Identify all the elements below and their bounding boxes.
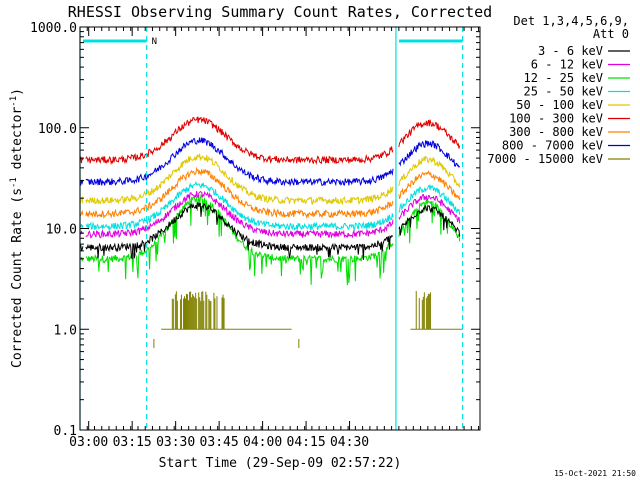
- y-tick-label: 1.0: [54, 323, 77, 338]
- series-line-0-seg2: [398, 204, 461, 237]
- series-line-3-seg2: [398, 184, 461, 215]
- saa-marker-label: N: [152, 37, 157, 47]
- x-tick-label: 03:00: [69, 435, 108, 450]
- legend-label-6: 300 - 800 keV: [509, 125, 603, 139]
- legend-label-1: 6 - 12 keV: [531, 58, 603, 72]
- series-line-4-seg2: [398, 155, 461, 188]
- footer-date: 15-Oct-2021 21:50: [554, 469, 636, 478]
- legend-header-line1: Det 1,3,4,5,6,9,: [513, 14, 629, 28]
- y-axis-label-sup2: -1: [9, 96, 19, 107]
- x-tick-label: 04:00: [243, 435, 282, 450]
- legend-label-8: 7000 - 15000 keV: [487, 152, 603, 166]
- x-tick-label: 04:15: [287, 435, 326, 450]
- x-tick-label: 03:30: [156, 435, 195, 450]
- y-axis-label-main: Corrected Count Rate (s: [10, 188, 25, 368]
- series-line-2-seg1: [85, 193, 394, 286]
- legend-label-0: 3 - 6 keV: [538, 44, 603, 58]
- x-tick-label: 04:30: [330, 435, 369, 450]
- legend-label-4: 50 - 100 keV: [516, 98, 603, 112]
- legend-label-2: 12 - 25 keV: [524, 71, 603, 85]
- y-tick-label: 100.0: [38, 122, 77, 137]
- y-axis-label-mid: detector: [10, 107, 25, 178]
- y-tick-label: 0.1: [54, 424, 77, 439]
- legend-label-7: 800 - 7000 keV: [502, 139, 603, 153]
- series-line-2-seg2: [398, 198, 461, 244]
- series-line-7-seg2: [398, 140, 461, 168]
- series-line-0-seg1: [85, 202, 394, 260]
- series-line-5-seg2: [398, 119, 461, 149]
- y-axis-label: Corrected Count Rate (s-1 detector-1): [9, 88, 25, 368]
- x-tick-label: 03:15: [113, 435, 152, 450]
- legend-header-line2: Att 0: [593, 27, 629, 41]
- y-tick-label: 10.0: [46, 223, 77, 238]
- y-axis-label-sup1: -1: [9, 177, 19, 188]
- chart-title: RHESSI Observing Summary Count Rates, Co…: [68, 3, 492, 21]
- plot-area: N: [79, 27, 464, 430]
- series-line-3-seg1: [85, 180, 394, 232]
- series-line-1-seg1: [85, 190, 394, 239]
- x-axis-label: Start Time (29-Sep-09 02:57:22): [159, 456, 402, 471]
- axes: 0.1 1.0 10.0 100.0 1000.0 03:00 03:15 03:30 03:4…: [30, 21, 480, 450]
- y-axis-label-end: ): [10, 88, 25, 96]
- series-line-6-seg1: [85, 166, 394, 220]
- series-line-1-seg2: [398, 194, 461, 224]
- legend-label-5: 100 - 300 keV: [509, 112, 603, 126]
- y-tick-label: 1000.0: [30, 21, 77, 36]
- series-line-5-seg1: [85, 116, 394, 166]
- series-line-4-seg1: [85, 153, 394, 206]
- series-line-7-seg1: [85, 137, 394, 187]
- x-tick-label: 03:45: [200, 435, 239, 450]
- legend-label-3: 25 - 50 keV: [524, 85, 603, 99]
- series-line-6-seg2: [398, 170, 461, 201]
